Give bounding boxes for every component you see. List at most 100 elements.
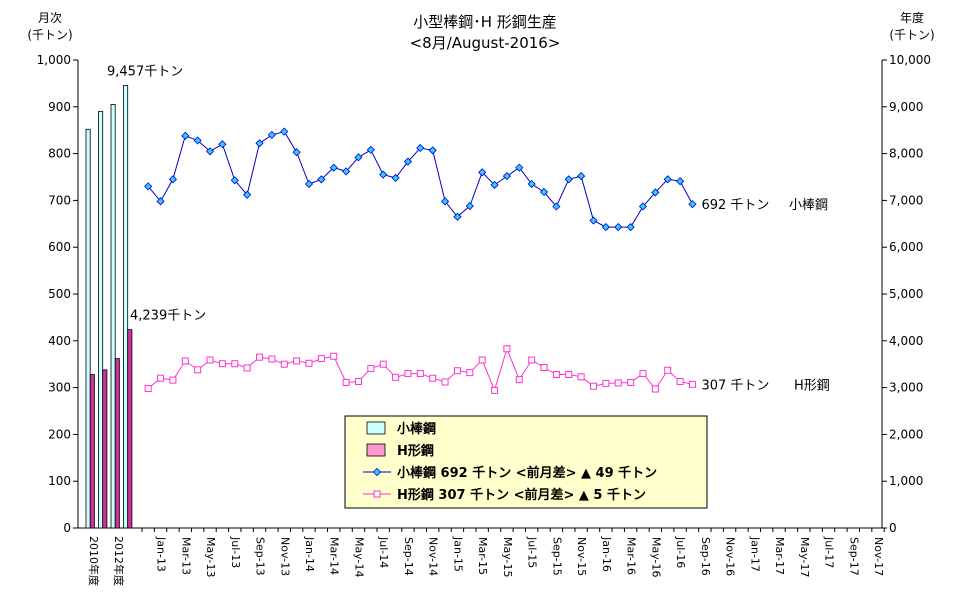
data-point [627,378,635,386]
x-tick-label: Mar-15 [476,537,489,575]
x-tick-label: Jan-16 [600,536,613,572]
right-tick-label: 2,000 [889,427,923,441]
data-point [416,143,425,153]
right-tick-label: 0 [889,521,897,535]
x-tick-label: Jul-13 [229,536,242,568]
data-point [639,370,647,378]
data-point [181,131,190,140]
axes: 0 100 200 300 400 500 600 700 800 900 1,000 0 1,000 2… [37,53,931,535]
left-axis-label: 月次 [38,11,62,25]
data-point [144,182,153,191]
data-point [230,176,239,185]
data-point [651,385,659,393]
x-tick-label: May-16 [649,537,662,578]
data-point [168,175,177,184]
data-point [466,369,474,377]
annual-bar [98,111,104,529]
data-point [354,378,362,386]
data-point [503,345,511,353]
data-point [676,177,685,186]
data-point [391,173,400,183]
left-tick-label: 900 [48,100,71,114]
data-point [404,370,412,378]
right-tick-label: 9,000 [889,100,923,114]
data-point [317,355,325,363]
annual-bar [102,369,108,529]
data-point [156,197,165,206]
data-point [540,363,548,371]
chart-subtitle: <8月/August-2016> [410,34,561,52]
data-point [268,355,276,363]
x-tick-label: Jul-15 [526,536,539,568]
data-point [651,188,660,197]
data-point [552,370,560,378]
right-tick-label: 10,000 [889,53,931,67]
series-lines [144,127,697,394]
x-tick-label: Mar-14 [328,537,341,575]
series-line [147,347,693,392]
x-tick-label: Sep-16 [699,537,712,576]
data-point [194,366,202,374]
annual-bar [89,374,95,529]
data-point [243,190,252,199]
data-point [330,352,338,360]
data-point [218,140,227,149]
data-point [478,356,486,364]
left-tick-label: 800 [48,147,71,161]
data-point [403,157,413,166]
right-tick-label: 7,000 [889,193,923,207]
data-point [293,357,301,365]
legend-swatch [366,443,386,457]
data-point [267,130,276,139]
data-point [379,360,387,368]
annual-bar [85,128,91,529]
right-tick-label: 3,000 [889,381,923,395]
data-point [280,127,289,136]
left-tick-label: 200 [48,427,71,441]
x-tick-label: Mar-13 [179,537,192,575]
data-point [589,216,598,225]
legend-label: 小棒鋼 [397,421,436,437]
x-tick-label: May-14 [352,537,365,578]
x-tick-label: Sep-14 [402,537,415,576]
data-point [280,360,288,368]
data-point [342,167,351,176]
data-point [527,179,536,189]
data-point [193,136,202,145]
data-point [243,364,251,372]
data-point [367,364,375,372]
data-point [502,171,511,181]
x-tick-label: Nov-14 [427,537,440,576]
annual-bar [110,104,116,529]
data-point [539,187,549,197]
data-point [528,356,536,364]
x-tick-label: Sep-17 [847,537,860,576]
x-tick-label: Mar-17 [773,537,786,575]
right-tick-label: 4,000 [889,334,923,348]
data-point [218,360,226,368]
data-point [205,147,215,156]
series-end-label: 692 千トン [701,198,769,213]
data-point [453,212,462,221]
data-point [602,379,610,387]
data-point [663,175,672,184]
x-tick-label: Jul-17 [823,536,836,568]
data-point [490,180,499,190]
data-point [206,356,214,364]
data-point [664,366,672,374]
data-point [144,385,152,393]
data-point [478,168,487,177]
data-point [614,379,622,387]
data-point [292,148,301,157]
data-point [256,353,264,361]
legend-swatch [366,421,386,435]
data-point [676,378,684,386]
right-axis-label: 年度 [900,10,924,25]
annual-value-label: 4,239千トン [130,309,206,324]
data-point [491,386,499,394]
annual-bar [123,85,129,529]
labels: 小型棒鋼･H 形鋼生産 <8月/August-2016> 月次 (千トン) 年度 (千トン… [27,10,934,586]
data-point [441,378,449,386]
data-point [379,170,388,179]
left-tick-label: 700 [48,193,71,207]
